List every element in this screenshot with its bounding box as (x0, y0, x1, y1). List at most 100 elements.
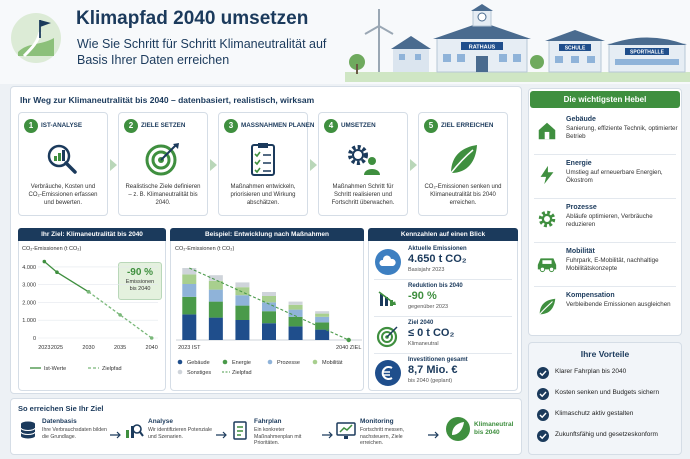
flow-title: Analyse (148, 418, 173, 425)
icon-part (538, 122, 556, 140)
hebel-text: Sanierung, effiziente Technik, optimiert… (566, 125, 678, 140)
icon-part (237, 426, 243, 436)
kpi-title: Kennzahlen auf einen Blick (368, 228, 518, 241)
icon-part (625, 48, 669, 55)
icon-part (381, 331, 393, 343)
hebel-icon (536, 120, 558, 142)
icon-part (364, 169, 380, 175)
vorteile-title: Ihre Vorteile (580, 349, 630, 359)
icon-part (380, 294, 383, 306)
icon-part (263, 154, 271, 172)
icon-part (173, 143, 179, 149)
icon-part (415, 54, 421, 60)
icon-part (64, 161, 77, 174)
flow-icon (336, 420, 356, 440)
steps-heading: Ihr Weg zur Klimaneutralität bis 2040 – … (20, 95, 315, 105)
icon-part (54, 156, 57, 161)
icon-part (258, 143, 268, 148)
icon-part (530, 55, 544, 69)
icon-part (126, 424, 144, 438)
icon-part (392, 301, 396, 305)
icon-part (145, 143, 179, 176)
annotation: -90 % (126, 267, 154, 278)
hebel-icon (536, 164, 558, 186)
icon-part (368, 157, 376, 165)
separator (534, 242, 676, 243)
hebel-title: Gebäude (566, 116, 596, 123)
icon-part (452, 422, 464, 435)
icon-part (539, 301, 553, 315)
icon-part (322, 431, 333, 439)
icon-part (390, 300, 393, 306)
flow-arrow (322, 426, 334, 439)
icon-part (539, 370, 547, 377)
icon-part (476, 56, 488, 72)
step-icon (443, 141, 483, 177)
separator (534, 198, 676, 199)
icon-part (544, 131, 550, 140)
kpi-note: bis 2040 (geplant) (408, 378, 453, 384)
icon-part (446, 417, 470, 441)
kpi-icon (375, 249, 401, 275)
icon-part (537, 258, 557, 273)
icon-part (513, 54, 521, 62)
icon-part (471, 4, 493, 11)
flow-title: So erreichen Sie Ihr Ziel (18, 404, 104, 413)
icon-part (339, 424, 353, 433)
icon-part (385, 297, 388, 306)
flow-title: Datenbasis (42, 418, 77, 425)
icon-part (433, 22, 531, 39)
icon-part (537, 430, 549, 442)
step-number: 3 (224, 119, 238, 133)
icon-part (210, 159, 217, 171)
separator (374, 353, 512, 354)
icon-part (538, 122, 556, 140)
flow-arrow (428, 426, 440, 439)
icon-part (548, 266, 555, 273)
title: Klimapfad 2040 umsetzen (76, 8, 309, 29)
icon-part (375, 249, 401, 275)
icon-part (254, 151, 261, 174)
step-title: UMSETZEN (341, 122, 376, 129)
icon-part (47, 144, 77, 174)
icon-part (538, 210, 556, 228)
vorteile-panel (528, 342, 682, 455)
icon-part (393, 48, 429, 72)
icon-part (216, 431, 227, 439)
annotation-box: -90 % Emissionen bis 2040 (118, 262, 162, 300)
kpi-note: Klimaneutral (408, 341, 439, 347)
icon-part (477, 12, 487, 22)
step-number: 4 (324, 119, 338, 133)
kpi-value: -90 % (408, 290, 437, 302)
icon-part (379, 255, 396, 266)
icon-part (375, 360, 401, 386)
icon-part (587, 56, 595, 63)
flow-arrow (216, 426, 228, 439)
step-icon (43, 141, 83, 177)
vorteil-text: Klimaschutz aktiv gestalten (555, 410, 634, 417)
icon-part (310, 159, 317, 171)
icon-part (139, 431, 144, 437)
icon-part (540, 165, 554, 185)
icon-part (132, 424, 142, 434)
chart-title: Ihr Ziel: Klimaneutralität bis 2040 (18, 228, 166, 241)
step-icon (343, 141, 383, 177)
vorteil-text: Zukunftsfähig und gesetzeskonform (555, 431, 658, 438)
icon-part (145, 144, 177, 176)
icon-part (537, 388, 549, 400)
icon-part (391, 36, 431, 49)
hebel-text: Verbleibende Emissionen ausgleichen (566, 301, 671, 308)
step-number: 2 (124, 119, 138, 133)
icon-part (607, 37, 687, 45)
step-arrow (110, 158, 117, 171)
icon-part (539, 298, 556, 315)
step-arrow (210, 158, 217, 171)
step-arrow (410, 158, 417, 171)
icon-part (349, 54, 365, 70)
icon-part (450, 149, 474, 174)
icon-part (20, 421, 36, 439)
icon-part (410, 159, 417, 171)
flow-text: Ihre Verbrauchsdaten bilden die Grundlag… (42, 427, 107, 440)
icon-part (386, 326, 398, 338)
hebel-text: Umstieg auf erneuerbare Energien, Ökostr… (566, 169, 663, 184)
